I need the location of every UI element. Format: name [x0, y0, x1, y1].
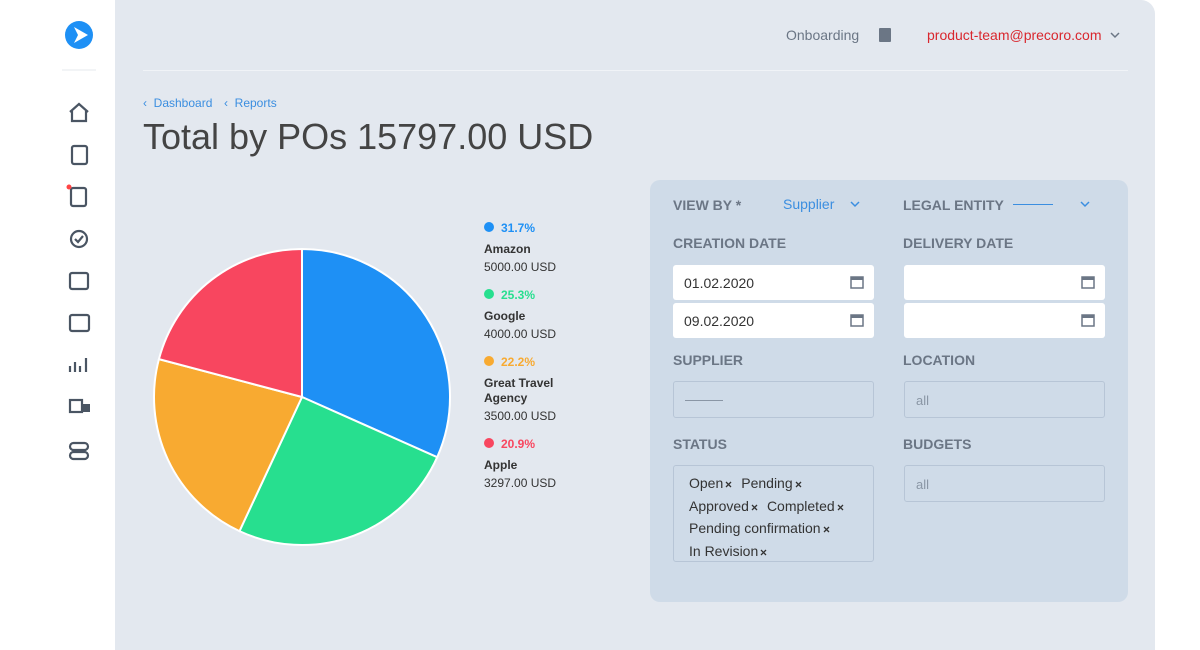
tag-remove[interactable]: [725, 481, 732, 488]
pie-slice[interactable]: [301, 247, 451, 459]
sidebar: [62, 21, 96, 461]
legend-amount: 3297.00 USD: [484, 476, 557, 490]
date-value: 09.02.2020: [684, 313, 755, 329]
legal-entity-select[interactable]: [1013, 204, 1053, 205]
tag-remove[interactable]: [751, 504, 758, 511]
status-select[interactable]: Open Pending Approved Completed Pending conf…: [673, 465, 874, 562]
legend-dot: [484, 222, 494, 232]
filter-label: DELIVERY DATE: [903, 235, 1014, 251]
nav-approvals[interactable]: [69, 229, 89, 249]
page-title: Total by POs 15797.00 USD: [143, 116, 594, 157]
legend-dot: [484, 438, 494, 448]
legend-item: 31.7% Amazon 5000.00 USD: [484, 221, 594, 274]
view-by-select[interactable]: Supplier: [783, 196, 835, 212]
onboarding-link[interactable]: Onboarding: [786, 27, 860, 43]
filter-label: SUPPLIER: [673, 352, 744, 368]
legend-item: 20.9% Apple 3297.00 USD: [484, 437, 594, 490]
tag-text: Completed: [766, 497, 835, 514]
value-label: 25.3%: [501, 288, 536, 302]
tag-remove[interactable]: [760, 549, 767, 556]
status-tag: Pending: [741, 472, 802, 495]
value-label: 20.9%: [501, 437, 536, 451]
date-input[interactable]: [904, 265, 1105, 300]
pie-slice[interactable]: [153, 357, 304, 533]
legend-amount: 3500.00 USD: [484, 409, 557, 423]
breadcrumb[interactable]: ‹ Dashboard: [143, 96, 213, 110]
filter-label: BUDGETS: [903, 436, 972, 452]
legend-percent: 20.9%: [484, 437, 594, 451]
nav-home[interactable]: [69, 102, 89, 123]
legend-name: Amazon: [484, 242, 531, 256]
legend-percent: 22.2%: [484, 355, 594, 369]
cross: [837, 504, 844, 510]
tag-text: Pending: [741, 475, 793, 491]
tag-remove[interactable]: [837, 504, 844, 511]
chevron: [850, 201, 860, 208]
legend-percent: 25.3%: [484, 288, 594, 302]
legend-dot: [484, 356, 494, 366]
filter-label: STATUS: [673, 436, 727, 452]
legend-item: 22.2% Great Travel Agency 3500.00 USD: [484, 355, 594, 423]
nav-orders[interactable]: [69, 186, 88, 208]
pie-chart: [153, 247, 451, 546]
pie-slice[interactable]: [238, 395, 439, 546]
value-label: 22.2%: [501, 355, 536, 369]
tag-remove[interactable]: [795, 481, 802, 488]
status-tag: Open: [689, 472, 732, 495]
legend-amount: 4000.00 USD: [484, 327, 557, 341]
breadcrumb[interactable]: ‹ Reports: [224, 96, 277, 110]
breadcrumb-text: Dashboard: [153, 96, 213, 110]
chevron: [1110, 32, 1120, 39]
legend-name: Google: [484, 309, 526, 323]
budgets-select[interactable]: all: [904, 465, 1105, 502]
nav-wallet[interactable]: [68, 271, 90, 291]
date-value: 01.02.2020: [684, 275, 755, 291]
tag-text: Pending confirmation: [689, 520, 821, 536]
location-select[interactable]: all: [904, 381, 1105, 418]
legend-amount: 5000.00 USD: [484, 260, 557, 274]
nav-reports[interactable]: [68, 358, 88, 372]
tag-text: Open: [689, 475, 724, 491]
legend-percent: 31.7%: [484, 221, 594, 235]
tag-text: Approved: [689, 497, 749, 514]
status-tag: Pending confirmation: [689, 517, 830, 540]
tag-remove[interactable]: [823, 526, 830, 533]
nav-documents[interactable]: [70, 144, 89, 166]
filter-label: CREATION DATE: [673, 235, 787, 251]
cross: [760, 549, 767, 555]
legend-dot: [484, 289, 494, 299]
breadcrumb-text: Reports: [234, 96, 277, 110]
pie-slice[interactable]: [157, 247, 303, 399]
user-menu[interactable]: product-team@precoro.com: [927, 27, 1102, 43]
status-tag: Completed: [767, 495, 844, 518]
status-tag: In Revision: [689, 540, 767, 563]
nav-delivery[interactable]: [68, 398, 84, 414]
nav-invoices[interactable]: [68, 313, 91, 333]
value-label: 31.7%: [501, 221, 536, 235]
cross: [823, 526, 829, 533]
book-icon: [879, 28, 891, 42]
filter-label: VIEW BY *: [673, 197, 742, 213]
legend: 31.7% Amazon 5000.00 USD 25.3% Google 4000.00…: [484, 221, 594, 504]
date-input[interactable]: [904, 303, 1105, 338]
divider: [143, 70, 1128, 71]
filter-label: LOCATION: [903, 352, 976, 368]
cross: [795, 481, 802, 488]
supplier-select[interactable]: [673, 381, 874, 418]
legend-name: Great Travel Agency: [484, 376, 554, 405]
filter-panel: [650, 180, 1128, 602]
date-input[interactable]: 09.02.2020: [673, 303, 874, 338]
cross: [725, 481, 732, 488]
legend-item: 25.3% Google 4000.00 USD: [484, 288, 594, 341]
cross: [751, 504, 758, 510]
status-tag: Approved: [689, 495, 758, 518]
filter-label: LEGAL ENTITY: [903, 197, 1004, 213]
tag-text: In Revision: [689, 542, 759, 559]
date-input[interactable]: 01.02.2020: [673, 265, 874, 300]
chevron: [1080, 201, 1090, 208]
nav-settings[interactable]: [68, 441, 90, 452]
legend-name: Apple: [484, 458, 518, 472]
